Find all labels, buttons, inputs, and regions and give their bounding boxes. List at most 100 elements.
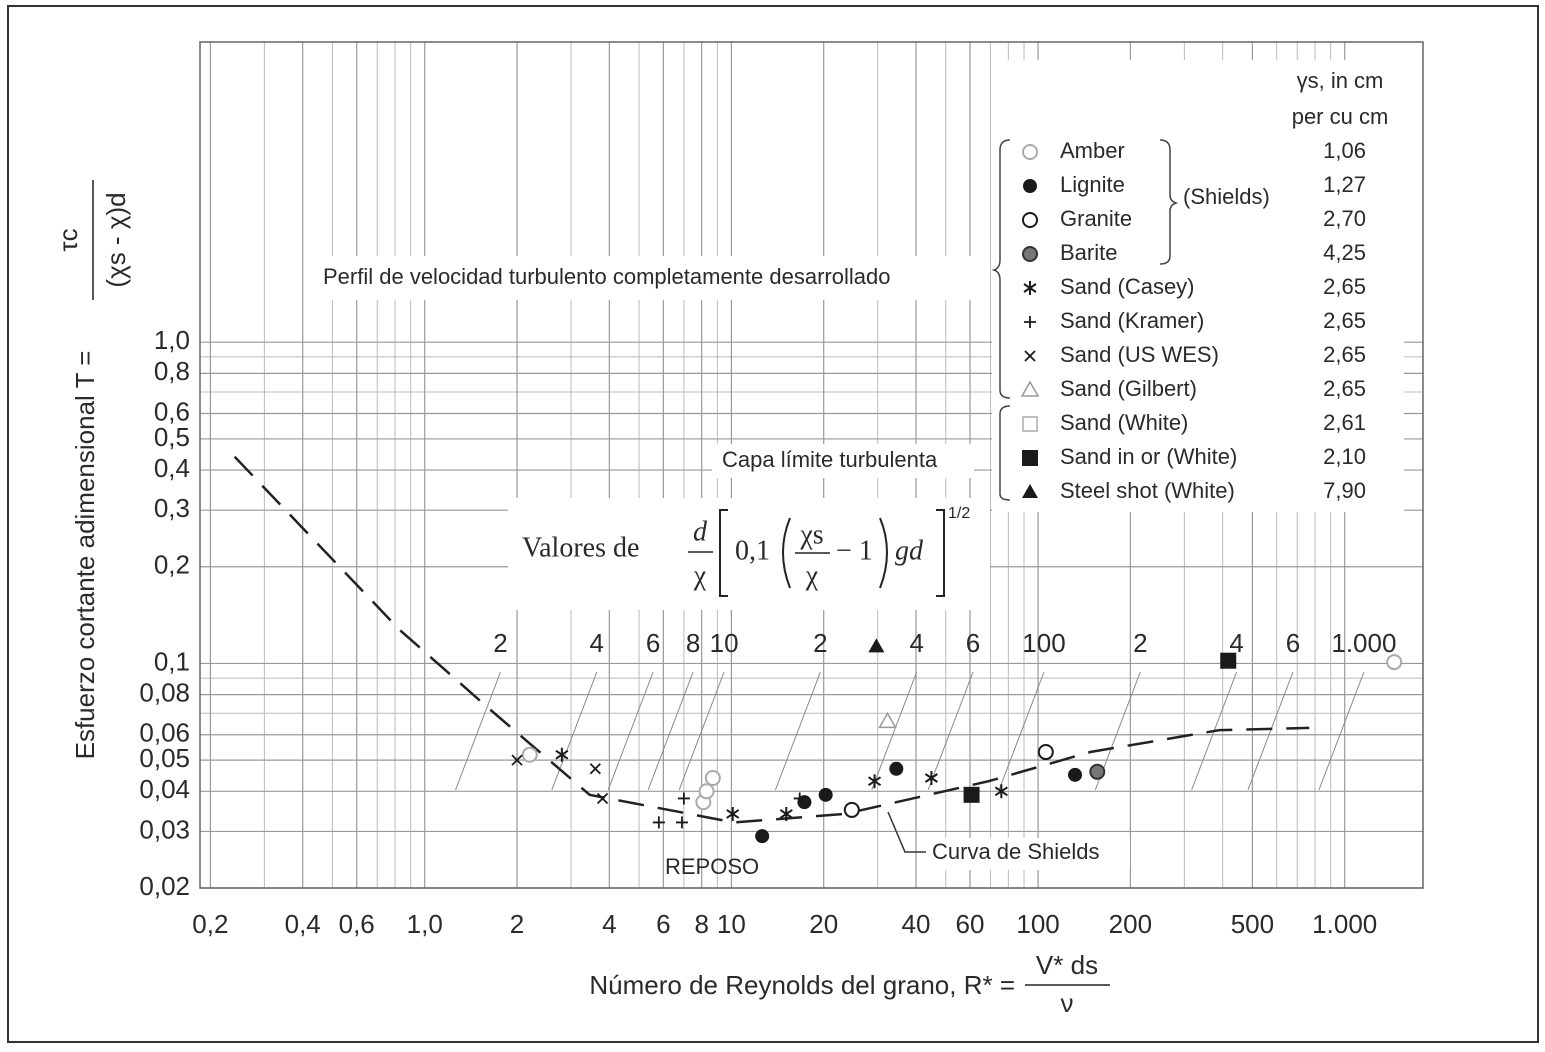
legend-marker [1024, 316, 1036, 328]
brace [1159, 139, 1179, 265]
scale-hatch [607, 671, 654, 791]
top-scale-label: 6 [1286, 628, 1300, 658]
top-scale-label: 4 [590, 628, 604, 658]
legend-label: Steel shot (White) [1060, 478, 1235, 503]
top-scale-label: 10 [710, 628, 739, 658]
x-axis-label: Número de Reynolds del grano, R* = [589, 970, 1015, 1000]
data-point [555, 747, 569, 762]
legend-density: 2,70 [1323, 206, 1366, 231]
legend-density: 1,06 [1323, 138, 1366, 163]
top-scale-label: 4 [1229, 628, 1243, 658]
y-axis-label: (χs - χ)d [101, 192, 131, 287]
annotation: Perfil de velocidad turbulento completam… [323, 264, 890, 289]
legend-box [992, 60, 1404, 512]
top-scale-label: 8 [686, 628, 700, 658]
legend-density: 2,10 [1323, 444, 1366, 469]
scale-hatch [455, 671, 501, 791]
legend-label: Amber [1060, 138, 1125, 163]
scale-hatch [927, 671, 974, 791]
data-point [963, 786, 980, 803]
legend-marker [1022, 484, 1038, 498]
data-point [793, 792, 806, 805]
x-tick-label: 0,2 [192, 909, 228, 939]
top-scale-label: 2 [813, 628, 827, 658]
x-tick-label: 8 [694, 909, 708, 939]
y-axis-label: Esfuerzo cortante adimensional T = [70, 351, 100, 760]
data-point [889, 761, 904, 776]
data-point [843, 801, 860, 818]
data-point [726, 806, 740, 821]
x-tick-label: 2 [510, 909, 524, 939]
data-point [1089, 763, 1106, 780]
legend-marker [1022, 246, 1038, 262]
brace [999, 405, 1011, 501]
scale-hatch [774, 671, 821, 791]
x-tick-label: 60 [956, 909, 985, 939]
formula-box [508, 498, 990, 610]
formula-part: χs [799, 519, 823, 550]
data-point [698, 783, 715, 800]
bracket [936, 509, 945, 597]
top-scale-label: 1.000 [1331, 628, 1396, 658]
legend-marker [1022, 416, 1038, 432]
y-tick-label: 1,0 [154, 325, 190, 355]
data-point [868, 774, 882, 789]
y-tick-label: 0,4 [154, 453, 190, 483]
x-tick-label: 40 [902, 909, 931, 939]
y-tick-label: 0,8 [154, 356, 190, 386]
brace [991, 139, 1011, 399]
annotation-box [712, 444, 974, 478]
x-tick-label: 6 [656, 909, 670, 939]
y-tick-label: 0,5 [154, 422, 190, 452]
y-tick-label: 0,02 [139, 871, 190, 901]
legend-label: Lignite [1060, 172, 1125, 197]
paren [782, 517, 791, 589]
data-point [675, 816, 688, 829]
data-point [818, 787, 833, 802]
formula-part: χ [693, 560, 707, 591]
legend-label: Sand (Kramer) [1060, 308, 1204, 333]
y-tick-label: 0,2 [154, 550, 190, 580]
scale-hatch [998, 671, 1045, 791]
scale-hatch [1247, 671, 1294, 791]
data-point [521, 746, 538, 763]
data-point [1037, 744, 1054, 761]
x-tick-label: 500 [1231, 909, 1274, 939]
bracket [719, 509, 728, 597]
formula-part: d [693, 516, 708, 547]
legend-marker [1022, 450, 1038, 466]
shields-curve [233, 455, 1310, 824]
annotation-box [312, 256, 978, 300]
legend-label: Sand (Casey) [1060, 274, 1195, 299]
x-tick-label: 10 [717, 909, 746, 939]
formula-part: 1/2 [948, 505, 970, 522]
data-point [589, 763, 601, 775]
data-point [878, 711, 897, 729]
data-point [677, 792, 690, 805]
legend-density: 2,65 [1323, 308, 1366, 333]
legend-density: 2,61 [1323, 410, 1366, 435]
data-point [924, 770, 938, 785]
legend-group: (Shields) [1183, 184, 1270, 209]
curve-label: Curva de Shields [932, 839, 1100, 864]
formula-part: − 1 [836, 535, 873, 566]
leader-line [887, 811, 926, 853]
top-scale-label: 6 [646, 628, 660, 658]
legend-label: Granite [1060, 206, 1132, 231]
x-tick-label: 20 [809, 909, 838, 939]
data-point [1386, 654, 1403, 671]
top-scale-label: 100 [1022, 628, 1065, 658]
y-tick-label: 0,03 [139, 814, 190, 844]
paren [879, 517, 888, 589]
y-tick-label: 0,06 [139, 718, 190, 748]
legend-label: Sand in or (White) [1060, 444, 1237, 469]
y-tick-label: 0,3 [154, 493, 190, 523]
x-axis-label: ν [1061, 988, 1074, 1018]
top-scale-label: 6 [966, 628, 980, 658]
y-tick-label: 0,08 [139, 677, 190, 707]
y-tick-label: 0,6 [154, 396, 190, 426]
data-point [596, 792, 609, 805]
formula-part: gd [895, 535, 924, 566]
legend-density: 7,90 [1323, 478, 1366, 503]
x-tick-label: 1.000 [1312, 909, 1377, 939]
